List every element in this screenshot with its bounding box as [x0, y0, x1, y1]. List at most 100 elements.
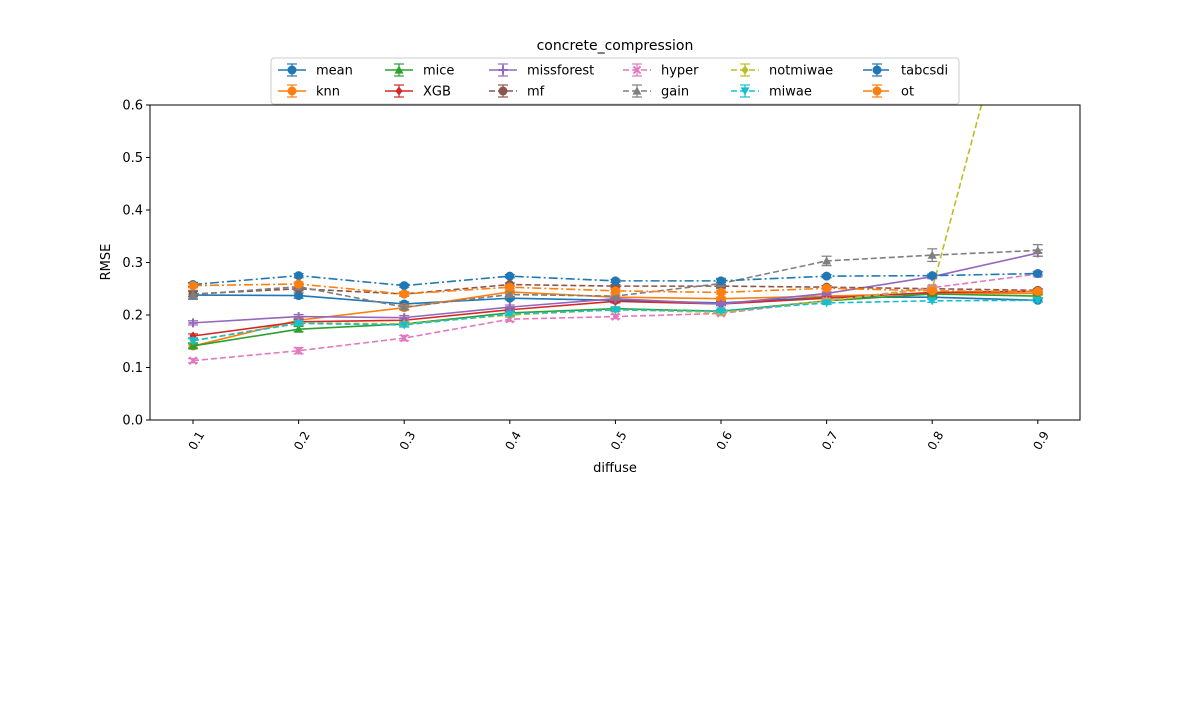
legend-marker [394, 65, 404, 74]
data-point [1033, 269, 1043, 279]
legend-label: knn [316, 85, 340, 100]
y-tick-label: 0.5 [122, 151, 143, 166]
legend-marker [740, 87, 750, 96]
data-point [610, 291, 620, 300]
chart-title: concrete_compression [537, 38, 694, 54]
legend-item-tabcsdi: tabcsdi [863, 63, 948, 79]
data-point [822, 271, 832, 281]
data-point [505, 290, 515, 299]
y-tick-label: 0.4 [122, 204, 143, 219]
legend-label: tabcsdi [901, 64, 948, 79]
data-point [716, 294, 726, 304]
x-tick-label: 0.4 [502, 429, 524, 453]
y-tick-label: 0.1 [122, 361, 143, 376]
legend-item-mice: mice [385, 63, 454, 79]
legend-label: mice [423, 64, 454, 79]
legend-marker [632, 65, 642, 75]
legend-marker [395, 86, 403, 96]
data-point [188, 318, 198, 328]
data-point [399, 333, 409, 343]
legend-marker [287, 65, 297, 75]
legend-label: ot [901, 85, 914, 100]
data-point [611, 312, 620, 321]
x-axis-label: diffuse [593, 461, 637, 476]
legend: mean knn mice XGB missforest mf hyper gain notmi… [270, 57, 960, 105]
legend-item-mean: mean [278, 63, 353, 79]
y-tick-label: 0.0 [122, 414, 143, 429]
series-ot [188, 279, 1043, 299]
legend-item-miwae: miwae [731, 84, 812, 100]
y-axis-label: RMSE [99, 244, 114, 281]
series-tabcsdi [188, 269, 1043, 291]
x-tick-label: 0.6 [714, 429, 736, 453]
data-point [294, 279, 304, 289]
x-tick-label: 0.7 [819, 429, 841, 453]
data-point [505, 271, 515, 281]
y-tick-label: 0.2 [122, 309, 143, 324]
data-point [927, 271, 937, 281]
data-point [188, 356, 198, 365]
data-point [505, 310, 515, 319]
data-point [399, 321, 409, 330]
series-line [192, 272, 1038, 287]
x-tick-label: 0.2 [291, 429, 313, 453]
data-point [399, 302, 409, 311]
data-point [822, 283, 832, 293]
data-point [610, 276, 620, 286]
data-point [822, 299, 832, 308]
legend-item-xgb: XGB [385, 84, 451, 100]
legend-label: hyper [661, 64, 699, 79]
data-point [188, 290, 198, 299]
data-point [294, 271, 304, 281]
data-point [1033, 286, 1043, 296]
legend-marker [287, 86, 297, 96]
data-point [505, 282, 515, 292]
data-point [716, 287, 726, 297]
data-point [188, 341, 198, 350]
legend-label: miwae [769, 85, 812, 100]
data-point [610, 286, 620, 296]
data-point [716, 299, 726, 309]
data-point [822, 256, 832, 265]
data-point [399, 281, 409, 291]
legend-label: missforest [527, 64, 594, 79]
legend-marker [872, 86, 882, 96]
legend-marker [632, 86, 642, 95]
data-point [1033, 245, 1043, 255]
y-tick-label: 0.6 [122, 99, 143, 114]
data-point [716, 276, 726, 286]
plot-background [150, 105, 1080, 420]
data-point [399, 289, 409, 299]
data-point [188, 337, 198, 346]
x-tick-label: 0.8 [925, 429, 947, 453]
data-point [927, 286, 937, 296]
legend-item-ot: ot [863, 84, 914, 100]
legend-label: gain [661, 85, 689, 100]
data-point [716, 307, 726, 316]
legend-label: XGB [423, 85, 451, 100]
x-tick-label: 0.5 [608, 429, 630, 453]
series-line [192, 283, 1038, 295]
legend-item-notmiwae: notmiwae [731, 63, 833, 79]
legend-item-hyper: hyper [623, 63, 699, 79]
series-miwae [188, 296, 1043, 346]
x-tick-label: 0.3 [397, 429, 419, 453]
legend-marker [741, 65, 749, 75]
legend-item-mf: mf [489, 84, 545, 100]
data-point [294, 346, 303, 356]
data-point [1033, 296, 1043, 305]
legend-label: mean [316, 64, 353, 79]
data-point [927, 297, 937, 306]
legend-label: mf [527, 85, 545, 100]
x-axis: 0.1 0.2 0.3 0.4 0.5 0.6 0.7 0.8 0.9 [186, 420, 1052, 452]
y-tick-label: 0.3 [122, 256, 143, 271]
y-axis: 0.0 0.1 0.2 0.3 0.4 0.5 0.6 [122, 99, 150, 429]
x-tick-label: 0.9 [1030, 429, 1052, 453]
legend-marker [498, 86, 508, 96]
data-point [505, 302, 515, 312]
legend-marker [498, 65, 508, 75]
legend-item-knn: knn [278, 84, 340, 100]
data-point [294, 319, 304, 328]
